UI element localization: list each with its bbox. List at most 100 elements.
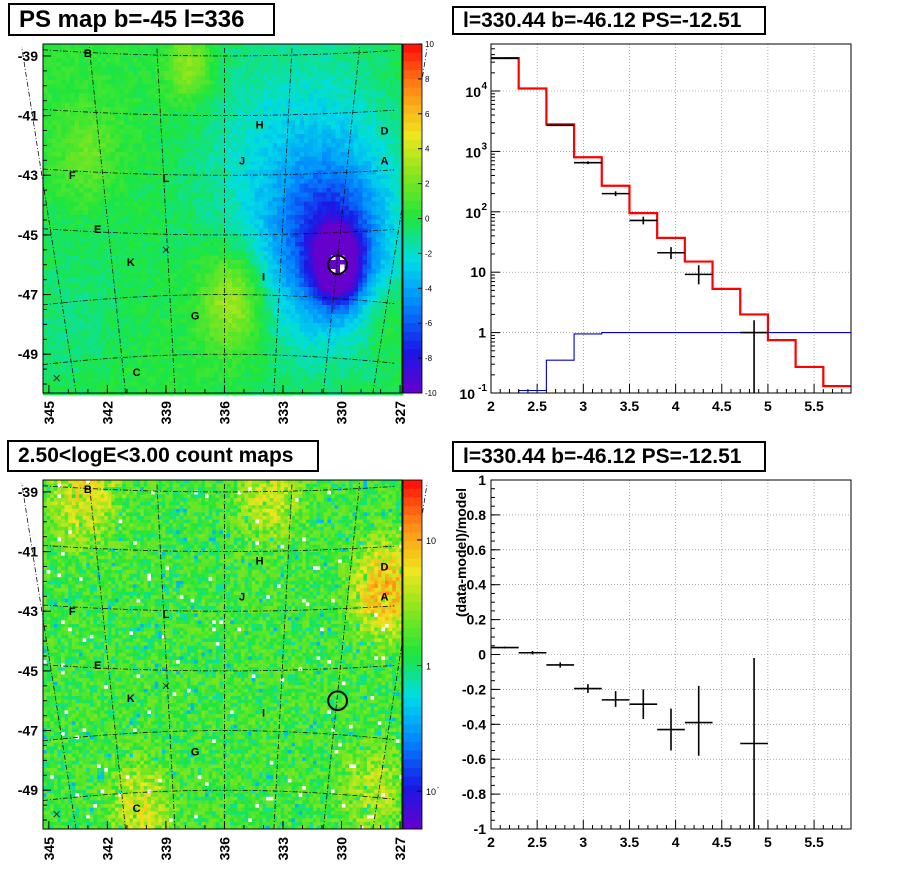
heatmap-cell [268, 80, 273, 85]
heatmap-cell [155, 269, 161, 274]
heatmap-cell [304, 138, 309, 144]
heatmap-cell [259, 251, 264, 256]
heatmap-cell [254, 102, 260, 108]
heatmap-cell [209, 309, 215, 315]
heatmap-cell [178, 147, 183, 153]
heatmap-cell [88, 102, 93, 108]
heatmap-cell [259, 170, 264, 175]
heatmap-cell [259, 197, 264, 202]
heatmap-cell [128, 174, 134, 180]
heatmap-cell [65, 125, 71, 130]
heatmap-cell [313, 125, 318, 130]
heatmap-cell [358, 242, 363, 247]
heatmap-cell [313, 300, 318, 306]
heatmap-cell [331, 152, 336, 157]
heatmap-cell [281, 165, 287, 171]
heatmap-cell [214, 75, 219, 81]
heatmap-cell [241, 170, 246, 175]
heatmap-cell [376, 260, 381, 265]
heatmap-cell [353, 206, 359, 211]
heatmap-cell [65, 251, 71, 256]
heatmap-cell [295, 314, 300, 319]
heatmap-cell [254, 233, 260, 238]
heatmap-cell [281, 255, 287, 261]
heatmap-cell [187, 201, 192, 207]
heatmap-cell [232, 309, 237, 315]
heatmap-cell [92, 84, 98, 90]
heatmap-cell [65, 309, 71, 315]
heatmap-cell [187, 269, 192, 274]
heatmap-cell [191, 62, 197, 67]
heatmap-cell [79, 219, 84, 225]
heatmap-cell [250, 314, 255, 319]
heatmap-cell [124, 242, 129, 247]
heatmap-cell [245, 161, 251, 166]
heatmap-cell [101, 174, 107, 180]
heatmap-cell [191, 147, 197, 153]
heatmap-cell [281, 260, 287, 265]
heatmap-cell [101, 116, 107, 121]
heatmap-cell [142, 323, 147, 328]
heatmap-cell [241, 242, 246, 247]
heatmap-cell [232, 174, 237, 180]
heatmap-cell [52, 305, 57, 310]
heatmap-cell [119, 323, 125, 328]
heatmap-cell [232, 138, 237, 144]
heatmap-cell [313, 156, 318, 162]
heatmap-cell [79, 138, 84, 144]
heatmap-cell [178, 98, 183, 103]
heatmap-cell [43, 273, 48, 279]
heatmap-cell [299, 282, 305, 288]
heatmap-cell [151, 93, 156, 99]
heatmap-cell [304, 71, 309, 76]
heatmap-cell [65, 107, 71, 112]
heatmap-cell [367, 219, 372, 225]
heatmap-cell [250, 161, 255, 166]
heatmap-cell [250, 48, 255, 54]
heatmap-cell [155, 120, 161, 126]
heatmap-cell [371, 161, 377, 166]
heatmap-cell [146, 107, 152, 112]
heatmap-cell [317, 71, 323, 76]
heatmap-cell [349, 138, 354, 144]
heatmap-cell [200, 291, 206, 297]
heatmap-cell [209, 219, 215, 225]
heatmap-cell [322, 98, 327, 103]
heatmap-cell [344, 287, 350, 292]
heatmap-cell [313, 228, 318, 234]
heatmap-cell [295, 291, 300, 297]
heatmap-cell [331, 264, 336, 270]
heatmap-cell [160, 224, 165, 229]
heatmap-cell [74, 273, 80, 279]
heatmap-cell [268, 174, 273, 180]
heatmap-cell [110, 102, 116, 108]
heatmap-cell [133, 242, 138, 247]
heatmap-cell [286, 215, 291, 220]
heatmap-cell [353, 174, 359, 180]
heatmap-cell [236, 314, 242, 319]
heatmap-cell [151, 210, 156, 216]
heatmap-cell [106, 102, 111, 108]
heatmap-cell [398, 80, 404, 85]
heatmap-cell [380, 188, 386, 193]
heatmap-cell [236, 57, 242, 63]
heatmap-cell [281, 210, 287, 216]
heatmap-cell [169, 102, 174, 108]
heatmap-cell [56, 210, 62, 216]
heatmap-cell [353, 134, 359, 139]
heatmap-cell [331, 287, 336, 292]
heatmap-cell [106, 305, 111, 310]
heatmap-cell [241, 71, 246, 76]
heatmap-cell [322, 260, 327, 265]
heatmap-cell [227, 318, 233, 324]
heatmap-cell [304, 170, 309, 175]
heatmap-cell [128, 111, 134, 117]
heatmap-cell [142, 170, 147, 175]
heatmap-cell [344, 300, 350, 306]
heatmap-cell [52, 215, 57, 220]
heatmap-cell [272, 93, 278, 99]
heatmap-cell [236, 269, 242, 274]
heatmap-cell [47, 309, 53, 315]
heatmap-cell [286, 269, 291, 274]
heatmap-cell [79, 53, 84, 58]
